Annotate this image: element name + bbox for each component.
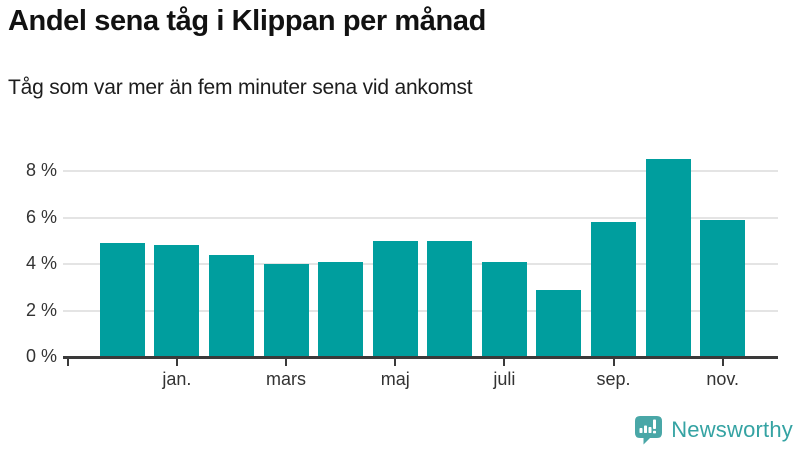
bar-feb	[208, 255, 254, 357]
y-axis-label-4: 4 %	[25, 253, 57, 273]
newsworthy-wordmark: Newsworthy	[671, 417, 793, 442]
newsworthy-speech-bubble-chart-icon	[635, 416, 663, 445]
bar-mars	[263, 264, 309, 357]
gridline-2pct	[63, 309, 778, 312]
chart-subtitle: Tåg som var mer än fem minuter sena vid …	[8, 76, 473, 99]
bar-maj	[372, 241, 418, 357]
gridline-6pct	[63, 216, 778, 219]
bar-juni	[427, 241, 473, 357]
bar-sep	[591, 222, 637, 357]
x-axis-tick	[66, 359, 69, 366]
bar-jan	[154, 245, 200, 357]
chart-title: Andel sena tåg i Klippan per månad	[8, 5, 486, 37]
x-axis-tick	[721, 359, 724, 366]
x-axis-label-sep: sep.	[596, 369, 631, 389]
bar-aug	[536, 290, 582, 357]
x-axis-label-nov: nov.	[706, 369, 740, 389]
bar-juli	[481, 262, 527, 357]
x-axis-tick	[175, 359, 178, 366]
x-axis-label-juli: juli	[493, 369, 516, 389]
x-axis-tick	[394, 359, 397, 366]
y-axis-label-6: 6 %	[25, 206, 57, 227]
x-axis-tick	[285, 359, 288, 366]
x-axis-label-jan: jan.	[162, 369, 192, 389]
bar-apr	[318, 262, 364, 357]
y-axis-label-8: 8 %	[25, 160, 57, 180]
bar-okt	[645, 159, 691, 357]
bar-chart-plot-area: 0 % 2 % 4 % 6 % 8 % jan. mars maj juli sep. nov.	[26, 145, 778, 389]
gridline-8pct	[63, 170, 778, 172]
gridline-4pct	[63, 263, 778, 265]
bar-dec	[99, 243, 145, 357]
bar-nov	[700, 220, 746, 357]
y-axis-label-0: 0 %	[25, 346, 57, 366]
x-axis-line	[63, 356, 778, 359]
newsworthy-logo: Newsworthy	[634, 415, 793, 445]
y-axis-label-2: 2 %	[25, 299, 57, 320]
x-axis-tick	[612, 359, 615, 366]
x-axis-label-maj: maj	[380, 369, 410, 389]
x-axis-tick	[503, 359, 506, 366]
x-axis-label-mars: mars	[266, 369, 307, 389]
